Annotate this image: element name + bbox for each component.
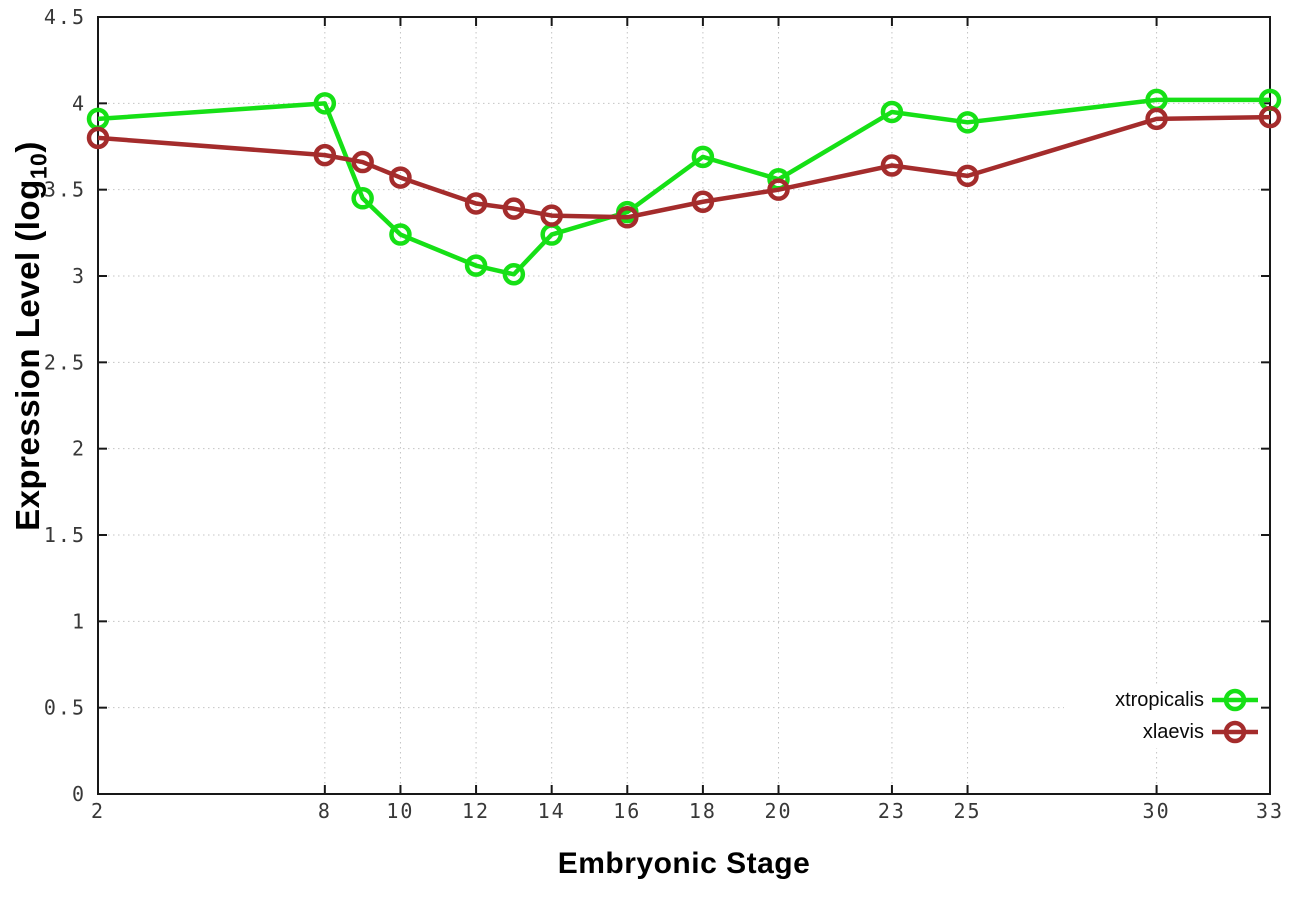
y-tick-label-1: 1 (72, 609, 86, 633)
data-point-xtropicalis-25 (956, 111, 979, 134)
y-tick-label-0: 0 (72, 782, 86, 806)
data-point-xlaevis-20 (767, 178, 790, 201)
series-line-xlaevis (97, 114, 1271, 220)
legend-background (1064, 684, 1268, 748)
x-axis-title: Embryonic Stage (557, 847, 811, 880)
data-point-xlaevis-12 (464, 192, 488, 215)
legend-label-xtropicalis: xtropicalis (1115, 688, 1204, 711)
x-tick-label-20: 20 (764, 799, 792, 823)
x-tick-label-25: 25 (954, 799, 982, 823)
y-axis-title: Expression Level (log10) (9, 141, 52, 531)
y-tick-label-3: 3 (72, 264, 86, 288)
data-point-xtropicalis-23 (880, 100, 904, 124)
y-tick-label-0.5: 0.5 (44, 696, 86, 720)
legend-marker-xtropicalis (1212, 688, 1258, 712)
legend-item-xlaevis: xlaevis (1064, 717, 1258, 747)
x-tick-label-18: 18 (689, 799, 717, 823)
legend-label-xlaevis: xlaevis (1142, 720, 1204, 743)
data-point-xtropicalis-8 (313, 92, 337, 115)
y-tick-label-4: 4 (72, 91, 86, 115)
x-tick-label-30: 30 (1143, 799, 1171, 823)
legend-sample-point-xtropicalis (1223, 688, 1247, 712)
data-point-xlaevis-25 (956, 164, 979, 188)
data-point-xtropicalis-10 (389, 223, 412, 246)
y-axis-title-close: ) (9, 141, 46, 153)
x-tick-label-23: 23 (878, 799, 906, 823)
data-point-xlaevis-14 (540, 204, 563, 227)
data-point-xlaevis-10 (389, 166, 412, 189)
data-point-xtropicalis-9 (351, 187, 374, 210)
data-point-xtropicalis-18 (691, 145, 715, 169)
y-tick-label-4.5: 4.5 (44, 5, 86, 29)
x-tick-label-10: 10 (386, 799, 414, 823)
data-point-xtropicalis-13 (502, 263, 526, 286)
x-tick-label-33: 33 (1256, 799, 1284, 823)
data-point-xlaevis-33 (1258, 105, 1282, 129)
x-tick-label-16: 16 (613, 799, 641, 823)
y-tick-label-3.5: 3.5 (44, 178, 86, 202)
data-point-xlaevis-13 (502, 197, 526, 220)
legend: xtropicalis xlaevis (1064, 684, 1268, 748)
y-axis-title-subscript: 10 (25, 152, 52, 180)
x-tick-label-12: 12 (462, 799, 490, 823)
x-tick-label-8: 8 (318, 799, 332, 823)
data-point-xlaevis-30 (1145, 107, 1168, 131)
data-point-xlaevis-8 (313, 143, 337, 167)
y-axis-title-text: Expression Level (log (9, 179, 46, 531)
data-point-xtropicalis-12 (464, 254, 488, 277)
x-tick-label-14: 14 (538, 799, 566, 823)
legend-sample-point-xlaevis (1223, 720, 1247, 744)
data-point-xlaevis-16 (616, 206, 639, 229)
legend-item-xtropicalis: xtropicalis (1064, 685, 1258, 715)
y-tick-label-1.5: 1.5 (44, 523, 86, 547)
data-point-xlaevis-18 (691, 190, 715, 214)
series-line-xtropicalis (97, 97, 1270, 277)
x-tick-label-2: 2 (91, 799, 105, 823)
y-tick-label-2: 2 (72, 437, 86, 461)
data-point-xlaevis-2 (86, 126, 110, 150)
plot-border (97, 16, 1271, 795)
y-tick-label-2.5: 2.5 (44, 350, 86, 374)
data-point-xlaevis-23 (880, 154, 904, 177)
legend-marker-xlaevis (1212, 720, 1258, 744)
data-point-xlaevis-9 (351, 150, 374, 174)
